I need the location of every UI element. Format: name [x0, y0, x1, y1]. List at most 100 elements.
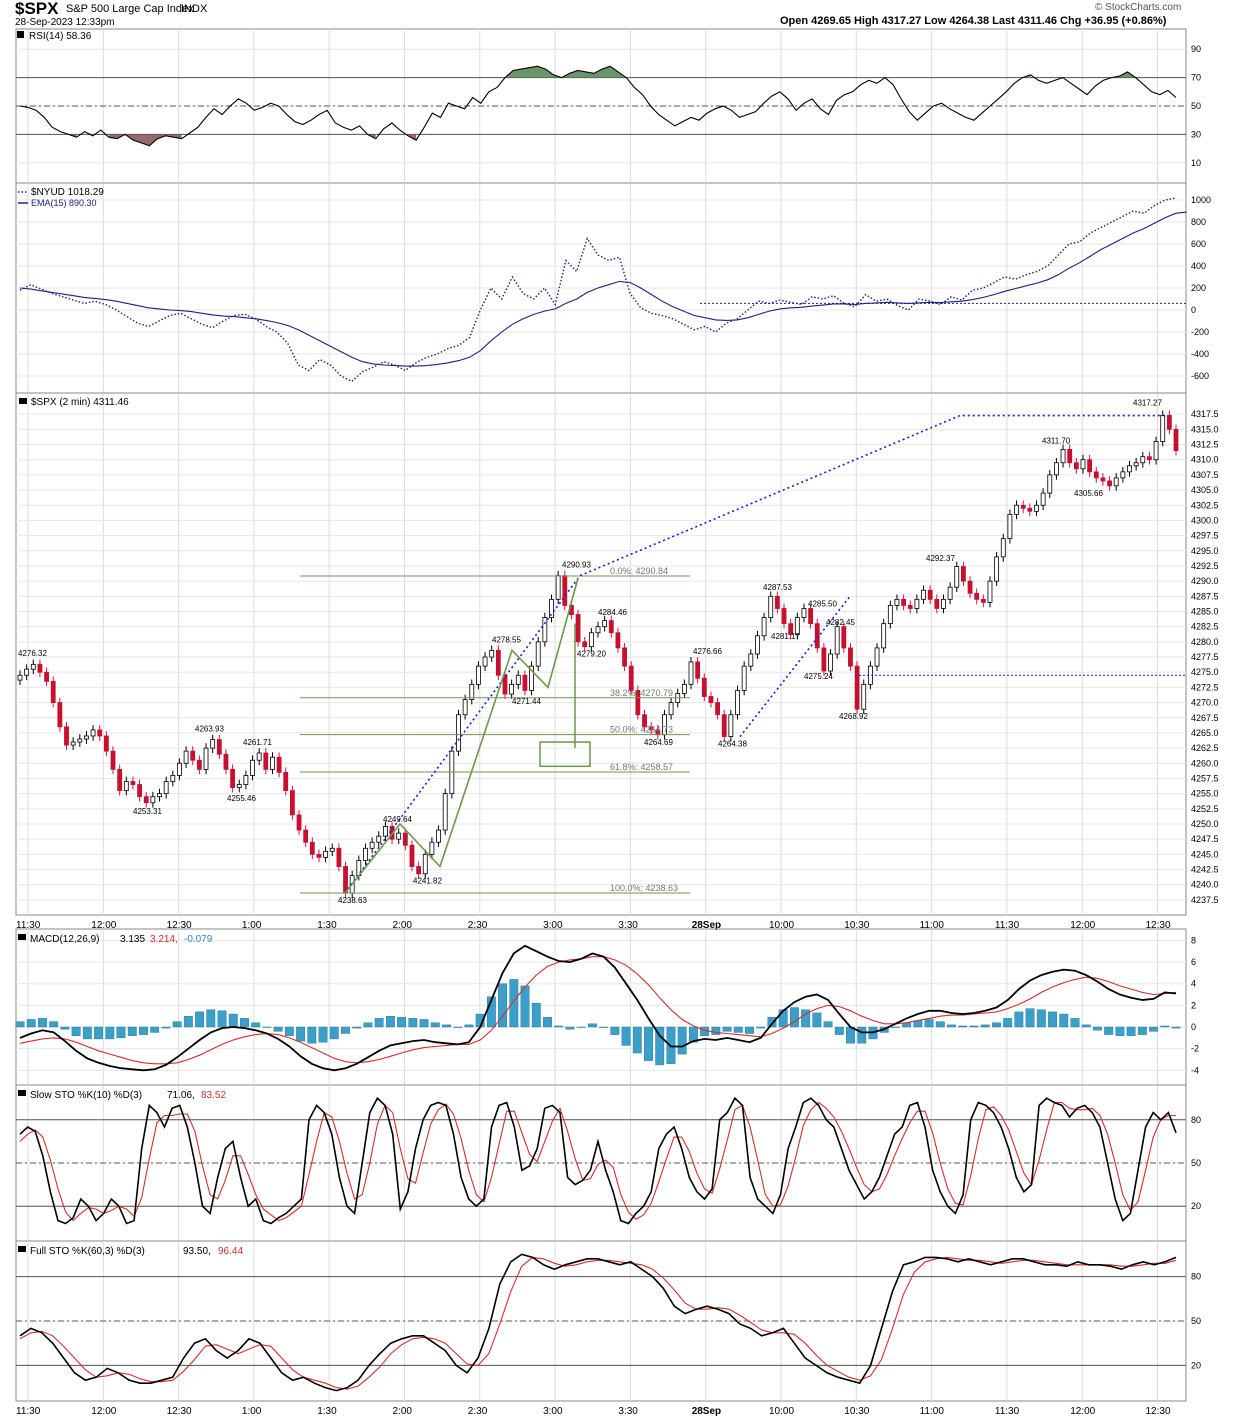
x-tick-label: 11:30	[16, 920, 41, 931]
y-tick-label: 400	[1191, 261, 1206, 271]
candlestick	[276, 756, 282, 773]
candlestick	[588, 632, 594, 648]
y-tick-label: 1000	[1191, 195, 1211, 205]
candlestick	[1133, 462, 1139, 467]
macd-histogram-bar	[385, 1016, 395, 1028]
candlestick	[216, 739, 222, 755]
macd-histogram-bar	[1149, 1026, 1158, 1032]
candlestick	[854, 665, 860, 710]
macd-histogram-bar	[397, 1017, 407, 1028]
macd-histogram-bar	[374, 1018, 384, 1028]
y-tick-label: 8	[1191, 935, 1196, 945]
candlestick	[834, 626, 840, 655]
macd-histogram-bar	[442, 1024, 451, 1028]
candlestick	[369, 841, 375, 849]
y-tick-label: 4242.5	[1191, 865, 1219, 875]
y-tick-label: 4252.5	[1191, 804, 1219, 814]
candlestick	[887, 605, 893, 625]
y-tick-label: -200	[1191, 327, 1209, 337]
candlestick	[343, 866, 348, 894]
candlestick	[250, 759, 255, 776]
candlestick	[30, 663, 36, 670]
x-tick-label: 12:00	[91, 920, 116, 931]
price-data-label: 4285.50	[808, 599, 837, 608]
macd-histogram-bar	[206, 1009, 216, 1028]
y-tick-label: -600	[1191, 371, 1209, 381]
x-tick-label: 12:30	[1146, 920, 1171, 931]
x-tick-label: 2:00	[393, 1406, 413, 1417]
candlestick	[575, 614, 581, 643]
x-tick-label: 12:30	[1146, 1406, 1171, 1417]
candlestick	[509, 683, 515, 695]
candlestick	[396, 832, 402, 840]
full-sto-legend-name: Full STO %K(60,3) %D(3)	[30, 1246, 145, 1257]
y-tick-label: -2	[1191, 1044, 1199, 1054]
x-tick-label: 11:00	[920, 920, 945, 931]
rsi-extreme-fill	[108, 134, 182, 146]
candlestick	[1020, 504, 1026, 509]
macd-histogram-bar	[116, 1026, 126, 1039]
macd-histogram-bar	[1093, 1026, 1102, 1031]
quote-line: Open 4269.65 High 4317.27 Low 4264.38 La…	[780, 15, 1167, 27]
candlestick	[203, 747, 209, 770]
rsi-extreme-fill	[1111, 71, 1136, 78]
macd-histogram-bar	[26, 1019, 36, 1028]
macd-histogram-bar	[430, 1022, 440, 1028]
macd-histogram-bar	[958, 1025, 968, 1028]
macd-legend-hist: -0.079	[184, 934, 213, 945]
candlestick	[542, 617, 548, 643]
macd-histogram-bar	[935, 1021, 945, 1028]
candlestick	[814, 623, 820, 649]
candlestick	[416, 866, 422, 875]
candlestick	[848, 647, 853, 667]
x-tick-label: 3:30	[618, 920, 638, 931]
candlestick	[562, 575, 568, 606]
candlestick	[708, 696, 714, 703]
macd-histogram-bar	[183, 1016, 193, 1028]
price-data-label: 4287.53	[763, 583, 792, 592]
price-data-label: 4275.24	[804, 672, 833, 681]
candlestick	[84, 735, 89, 740]
macd-histogram-bar	[778, 1009, 788, 1028]
y-tick-label: 4287.5	[1191, 591, 1219, 601]
candlestick	[1027, 507, 1033, 512]
candlestick	[841, 626, 847, 649]
x-tick-label: 3:00	[543, 920, 563, 931]
macd-histogram-bar	[587, 1023, 597, 1028]
x-tick-label: 11:00	[920, 1406, 945, 1417]
macd-histogram-bar	[543, 1017, 552, 1028]
candlestick	[442, 793, 448, 831]
y-tick-label: 4300.0	[1191, 515, 1219, 525]
macd-histogram-bar	[139, 1026, 148, 1035]
price-legend: $SPX (2 min) 4311.46	[31, 397, 129, 408]
price-data-label: 4249.64	[383, 815, 412, 824]
y-tick-label: 4310.0	[1191, 455, 1219, 465]
macd-histogram-bar	[677, 1026, 687, 1055]
macd-histogram-bar	[610, 1026, 620, 1035]
full-sto-legend-d: 96.44	[218, 1246, 243, 1257]
candlestick	[1147, 456, 1152, 461]
candlestick	[1067, 448, 1073, 464]
macd-histogram-bar	[722, 1026, 732, 1032]
candlestick	[615, 632, 621, 649]
macd-histogram-bar	[857, 1026, 867, 1044]
y-tick-label: 20	[1191, 1201, 1201, 1211]
macd-legend-value: 3.135	[120, 934, 145, 945]
macd-histogram-bar	[789, 1007, 799, 1028]
y-tick-label: 4240.0	[1191, 880, 1219, 890]
candlestick	[974, 592, 980, 600]
macd-histogram-bar	[38, 1018, 47, 1028]
x-tick-label: 11:30	[995, 1406, 1020, 1417]
candlestick	[157, 793, 162, 798]
candlestick	[715, 702, 720, 716]
candlestick	[801, 608, 807, 618]
instrument-name: S&P 500 Large Cap Index	[66, 3, 194, 15]
candlestick	[482, 656, 488, 667]
candlestick	[748, 653, 754, 667]
ema-legend: EMA(15) 890.30	[31, 198, 97, 208]
macd-histogram-bar	[453, 1026, 463, 1028]
y-tick-label: 4317.5	[1191, 409, 1219, 419]
candlestick	[934, 598, 940, 609]
candlestick	[608, 620, 614, 634]
candlestick	[874, 647, 880, 667]
